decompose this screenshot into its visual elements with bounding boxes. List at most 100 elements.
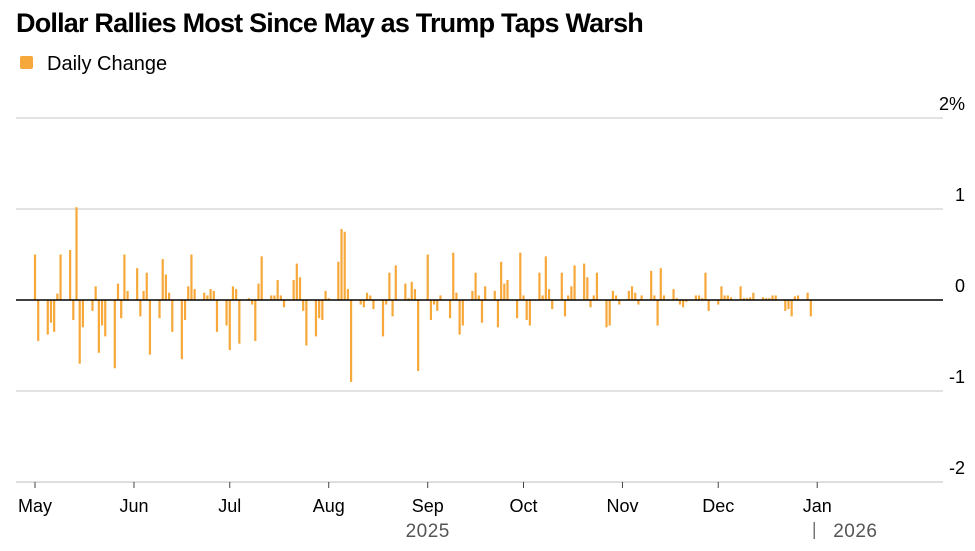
daily-change-bar [538,272,541,300]
daily-change-bar [653,295,656,300]
daily-change-bar [324,290,327,300]
daily-change-bar [59,254,62,300]
daily-change-bar [94,286,97,300]
daily-change-bar [573,265,576,300]
daily-change-bar [761,297,765,300]
daily-change-bar [739,286,742,300]
daily-change-bar [704,272,707,300]
daily-change-bar [474,272,477,300]
daily-change-bar [260,256,263,300]
chart-title: Dollar Rallies Most Since May as Trump T… [16,8,643,38]
daily-change-bar [346,289,349,300]
daily-change-bar [142,290,145,300]
daily-change-bar [771,295,774,300]
daily-change-bar [729,297,733,300]
daily-change-bar [238,300,241,344]
daily-change-bar [273,295,276,300]
daily-change-bar [678,300,682,305]
daily-change-bar [522,295,525,300]
daily-change-bar [493,290,496,300]
daily-change-bar [439,295,442,300]
y-tick-label: 1 [955,185,965,205]
daily-change-bar [436,300,439,311]
daily-change-bar [592,295,595,300]
daily-change-bar [298,277,302,300]
daily-change-bar [480,300,484,323]
x-tick-label: Dec [702,496,734,516]
daily-change-bar [787,300,790,310]
daily-change-bar [595,272,599,300]
daily-change-bar [100,300,104,326]
daily-change-bar [685,300,688,302]
daily-change-bar [206,295,209,300]
daily-change-bar [187,286,190,300]
daily-change-bar [193,289,196,300]
daily-change-bar [340,229,343,300]
daily-change-bar [372,300,375,310]
daily-change-bar [551,300,554,310]
daily-change-bar [471,290,474,300]
daily-change-bar [78,300,81,364]
daily-change-bar [544,256,547,300]
daily-change-bar [432,300,436,305]
daily-change-bar [675,298,678,300]
daily-change-bar [318,300,321,319]
daily-change-bar [496,300,500,328]
daily-change-bar [528,300,531,326]
daily-change-bar [429,300,432,321]
daily-change-bar [37,300,40,341]
daily-change-bar [605,300,608,328]
daily-change-bar [723,295,726,300]
daily-change-bar [742,298,745,300]
daily-change-bar [381,300,385,337]
daily-change-bar [190,254,193,300]
daily-change-bar [519,252,522,300]
daily-change-bar [305,300,308,346]
daily-change-bar [458,300,461,335]
daily-change-bar [104,300,107,337]
daily-change-bar [33,254,37,300]
daily-change-bar [183,300,187,321]
daily-change-bar [295,263,298,300]
daily-change-bar [484,286,487,300]
daily-change-bar [697,295,701,300]
daily-change-bar [417,300,420,371]
x-tick-label: Jun [119,496,148,516]
daily-change-bar [404,283,407,300]
daily-change-bar [806,292,809,300]
daily-change-bar [796,295,800,300]
daily-change-bar [321,300,324,321]
year-label: 2025 [406,521,450,542]
daily-change-bar [768,298,771,300]
daily-change-bar [212,290,215,300]
daily-change-bar [145,272,148,300]
daily-change-bar [123,254,126,300]
daily-change-bar [139,300,142,317]
daily-change-bar [46,300,49,335]
daily-change-bar [659,268,662,300]
y-axis-ticks: 2% 1 0 -1 -2 [939,94,965,478]
daily-change-bar [362,300,365,308]
daily-change-bar [726,295,729,300]
axes [16,299,943,483]
daily-change-bar [254,300,257,341]
daily-change-bar [547,289,551,300]
daily-change-bar [774,295,777,300]
daily-change-bar [116,283,120,300]
daily-change-bar [765,298,768,300]
daily-change-bar [640,295,643,300]
x-tick-label: Jan [803,496,832,516]
daily-change-bar [231,286,235,300]
daily-change-bar [314,300,318,337]
daily-change-bar [235,289,238,300]
x-tick-label: Jul [218,496,241,516]
daily-change-bar [784,300,787,311]
year-labels: 2025 2026 [406,521,877,542]
daily-change-bar [567,295,570,300]
daily-change-bar [720,286,723,300]
bars [33,207,812,382]
daily-change-bar [97,300,100,353]
daily-change-bar [161,259,164,300]
daily-change-bar [53,300,56,332]
